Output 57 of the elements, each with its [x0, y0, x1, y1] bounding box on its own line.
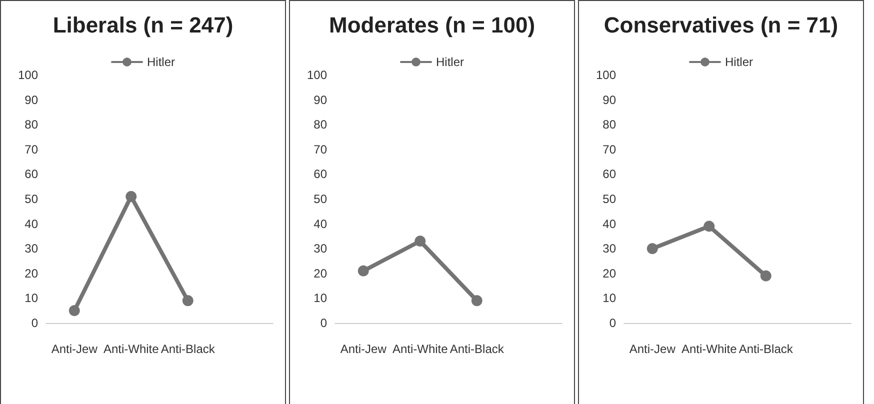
- point: [182, 295, 194, 306]
- legend-label: Hitler: [725, 55, 754, 69]
- y-tick-label: 60: [602, 167, 616, 182]
- x-tick-label: Anti-Black: [160, 342, 216, 356]
- point: [471, 295, 482, 306]
- point: [68, 305, 80, 316]
- y-tick-label: 10: [24, 291, 38, 306]
- y-tick-label: 100: [18, 68, 38, 82]
- y-tick-label: 80: [602, 118, 616, 132]
- y-tick-label: 40: [24, 216, 38, 231]
- y-tick-label: 70: [314, 142, 328, 156]
- y-tick-label: 50: [602, 192, 616, 206]
- point: [760, 270, 772, 282]
- y-tick-label: 30: [602, 242, 616, 256]
- y-tick-label: 40: [602, 216, 616, 231]
- x-tick-label: Anti-Black: [738, 342, 794, 356]
- x-tick-label: Anti-White: [392, 342, 448, 356]
- y-tick-label: 20: [24, 266, 38, 280]
- y-tick-label: 20: [314, 266, 328, 280]
- point: [414, 236, 426, 247]
- y-tick-label: 10: [314, 291, 328, 306]
- chart-title: Conservatives (n = 71): [604, 12, 838, 38]
- y-tick-label: 90: [24, 92, 38, 107]
- y-tick-label: 90: [314, 92, 328, 107]
- point: [704, 220, 715, 232]
- y-tick-label: 90: [602, 92, 616, 107]
- x-tick-label: Anti-White: [681, 342, 738, 356]
- y-tick-label: 60: [24, 167, 38, 182]
- y-tick-label: 80: [24, 118, 38, 132]
- x-tick-label: Anti-Jew: [340, 342, 387, 356]
- chart-title: Liberals (n = 247): [52, 12, 234, 38]
- y-tick-label: 40: [314, 216, 328, 231]
- y-tick-label: 80: [314, 118, 328, 132]
- y-tick-label: 0: [609, 316, 616, 330]
- y-tick-label: 70: [24, 142, 38, 156]
- y-tick-label: 30: [24, 242, 38, 256]
- y-tick-label: 20: [602, 266, 616, 280]
- x-tick-label: Anti-Jew: [629, 342, 676, 356]
- y-tick-label: 70: [602, 142, 616, 156]
- y-tick-label: 100: [306, 68, 328, 82]
- x-tick-label: Anti-Jew: [51, 342, 98, 356]
- y-tick-label: 100: [596, 68, 616, 82]
- y-tick-label: 60: [314, 167, 328, 182]
- point: [358, 265, 369, 276]
- y-tick-label: 30: [314, 242, 328, 256]
- legend-label: Hitler: [436, 55, 464, 69]
- y-tick-label: 10: [602, 291, 616, 306]
- chart-title: Moderates (n = 100): [328, 12, 536, 38]
- x-tick-label: Anti-Black: [450, 342, 505, 356]
- y-tick-label: 0: [320, 316, 328, 330]
- y-tick-label: 50: [314, 192, 328, 206]
- legend-label: Hitler: [147, 55, 176, 69]
- y-tick-label: 50: [24, 192, 38, 206]
- x-tick-label: Anti-White: [103, 342, 160, 356]
- point: [646, 243, 658, 254]
- point: [126, 191, 137, 202]
- y-tick-label: 0: [31, 316, 38, 330]
